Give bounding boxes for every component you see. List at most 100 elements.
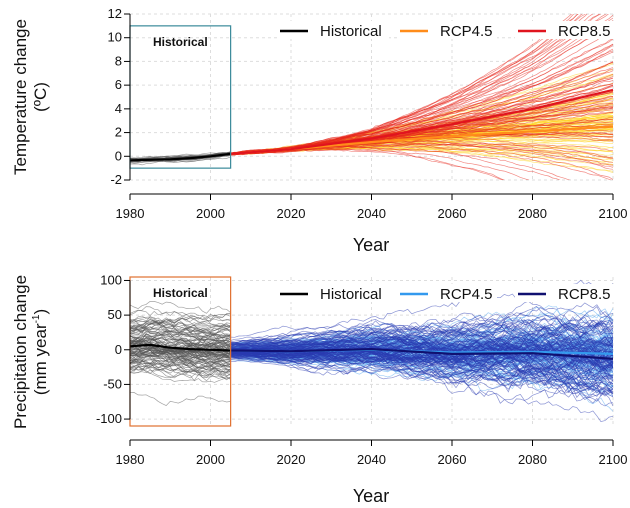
y-tick-label: -2 [110,172,122,187]
ensemble-line [230,343,613,377]
ensemble-line [130,156,231,166]
x-tick-label: 2080 [518,452,547,467]
ensemble-line [130,349,231,365]
precipitation-panel: Historical -100 -50 0 50 100 1980 2000 2020 204… [11,272,627,506]
temperature-mean-lines [129,88,614,162]
ensemble-line [230,313,613,343]
legend-item-bg [515,284,615,302]
precipitation-unit-superscript: -1 [31,314,42,323]
mean-line-rcp8-5 [230,88,614,155]
x-tick-label: 2060 [438,206,467,221]
x-tick-label: 2100 [599,206,628,221]
ensemble-line [230,358,613,407]
ensemble-line [230,349,613,381]
temperature-y-axis-unit: (ºC) [31,82,50,112]
ensemble-line [130,316,231,324]
y-tick-label: 6 [115,77,122,92]
legend-label: Historical [320,286,382,303]
legend-item-bg [397,21,497,39]
temperature-y-tick-labels: -2 0 2 4 6 8 10 12 [108,6,130,187]
ensemble-line [230,22,613,155]
legend-item-historical: Historical [277,21,389,40]
temperature-panel: Historical -2 0 2 4 6 8 10 12 1980 2000 2020 2040 2… [11,6,628,255]
y-tick-label: 100 [100,272,122,287]
x-tick-label: 2040 [357,452,386,467]
precipitation-ensemble-lines [130,279,613,422]
ensemble-line [130,360,231,381]
legend-item-bg [277,21,389,39]
precipitation-unit-close: ) [31,309,50,315]
ensemble-line [230,355,613,397]
ensemble-line [130,151,231,159]
y-tick-label: -100 [96,411,122,426]
y-tick-label: 50 [108,307,122,322]
legend-item-bg [277,284,389,302]
ensemble-line [230,342,613,372]
y-tick-label: 8 [115,53,122,68]
ensemble-line [130,342,231,357]
x-tick-label: 1980 [116,452,145,467]
ensemble-line [230,314,613,344]
mean-line-rcp8-5 [230,347,614,360]
y-tick-label: 0 [115,342,122,357]
y-tick-label: 0 [115,148,122,163]
y-tick-label: 12 [108,6,122,21]
ensemble-line [130,327,231,344]
legend-item-rcp8-5: RCP8.5 [515,21,615,40]
legend-item-bg [397,284,497,302]
x-tick-label: 2060 [438,452,467,467]
y-tick-label: -50 [103,376,122,391]
precipitation-legend: Historical RCP4.5 RCP8.5 [277,284,615,303]
legend-label: RCP8.5 [558,23,611,40]
ensemble-line [130,345,231,359]
precipitation-unit-main: (mm year [31,323,50,395]
x-tick-label: 2020 [277,206,306,221]
ensemble-line [130,365,231,382]
ensemble-line [130,313,231,328]
ensemble-line [230,356,613,396]
mean-line-historical [129,152,231,162]
ensemble-line [130,316,231,333]
temperature-x-tick-labels: 1980 2000 2020 2040 2060 2080 2100 [116,194,628,221]
ensemble-line [130,319,231,332]
ensemble-line [130,334,231,348]
legend-item-rcp8-5: RCP8.5 [515,284,615,303]
precipitation-y-axis-label: Precipitation change [11,275,30,429]
ensemble-line [230,149,505,180]
ensemble-line [230,144,612,180]
legend-item-rcp4-5: RCP4.5 [397,21,497,40]
legend-label: Historical [320,23,382,40]
ensemble-line [130,366,231,380]
ensemble-line [130,347,231,358]
mean-line-historical [129,343,231,352]
precipitation-x-axis-label: Year [353,486,389,506]
precipitation-y-tick-labels: -100 -50 0 50 100 [96,272,130,426]
legend-label: RCP4.5 [440,286,493,303]
temperature-legend: Historical RCP4.5 RCP8.5 [277,21,615,40]
ensemble-line [230,148,505,180]
ensemble-line [130,324,231,333]
x-tick-label: 2020 [277,452,306,467]
x-tick-label: 2100 [599,452,628,467]
temperature-historical-box-label: Historical [153,35,208,49]
ensemble-line [130,306,231,321]
ensemble-line [130,337,231,349]
ensemble-line [230,302,613,341]
x-tick-label: 2080 [518,206,547,221]
precipitation-x-tick-labels: 1980 2000 2020 2040 2060 2080 2100 [116,440,628,467]
ensemble-line [230,344,613,371]
ensemble-line [230,349,613,377]
ensemble-line [130,342,231,360]
y-tick-label: 2 [115,125,122,140]
precipitation-y-axis-unit: (mm year-1) [31,309,50,395]
precipitation-mean-lines [129,343,614,360]
x-tick-label: 2000 [196,452,225,467]
precipitation-historical-box-label: Historical [153,286,208,300]
ensemble-line [230,318,613,344]
temperature-x-axis-label: Year [353,235,389,255]
ensemble-line [130,362,231,375]
x-tick-label: 2000 [196,206,225,221]
y-tick-label: 10 [108,30,122,45]
legend-item-bg [515,21,615,39]
